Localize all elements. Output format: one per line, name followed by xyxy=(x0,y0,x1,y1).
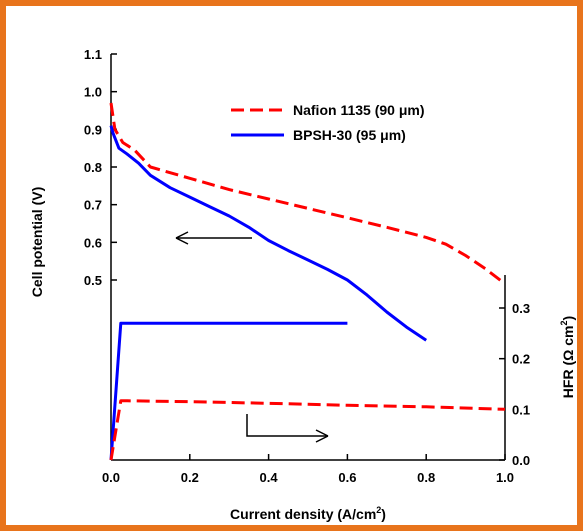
y2-tick-label: 0.2 xyxy=(512,352,530,367)
y-tick-label: 1.1 xyxy=(84,47,102,62)
x-ticks: 0.0 0.2 0.4 0.6 0.8 1.0 xyxy=(102,454,514,485)
y2-axis-title: HFR (Ω cm2) xyxy=(559,316,576,398)
series-line-bpsh-30-hfr xyxy=(109,321,348,461)
series-line-bpsh-30-95-m xyxy=(109,125,428,342)
y-tick-label: 0.9 xyxy=(84,122,102,137)
x-tick-label: 0.4 xyxy=(260,470,279,485)
legend-label-nafion: Nafion 1135 (90 μm) xyxy=(293,102,425,118)
y2-ticks: 0.0 0.1 0.2 0.3 xyxy=(499,301,530,468)
y-axis-title: Cell potential (V) xyxy=(29,187,45,297)
y-tick-label: 0.5 xyxy=(84,273,102,288)
y-tick-label: 0.8 xyxy=(84,160,102,175)
x-tick-label: 0.8 xyxy=(417,470,435,485)
x-tick-label: 1.0 xyxy=(496,470,514,485)
y-tick-label: 0.6 xyxy=(84,235,102,250)
y2-tick-label: 0.3 xyxy=(512,301,530,316)
legend: Nafion 1135 (90 μm) BPSH-30 (95 μm) xyxy=(231,102,425,143)
legend-label-bpsh: BPSH-30 (95 μm) xyxy=(293,127,406,143)
y2-tick-label: 0.0 xyxy=(512,453,530,468)
x-tick-label: 0.6 xyxy=(338,470,356,485)
left-axis-arrow xyxy=(175,231,252,245)
series-line-nafion-1135-hfr xyxy=(109,399,506,461)
x-tick-label: 0.2 xyxy=(181,470,199,485)
y-tick-label: 0.7 xyxy=(84,198,102,213)
x-axis-title: Current density (A/cm2) xyxy=(230,505,386,522)
series-layer xyxy=(109,102,506,461)
chart-svg: 0.0 0.2 0.4 0.6 0.8 1.0 0.5 0.6 0.7 0.8 0.9 1.0 1.1… xyxy=(29,47,576,522)
y2-tick-label: 0.1 xyxy=(512,402,530,417)
right-axis-arrow xyxy=(246,414,329,443)
x-tick-label: 0.0 xyxy=(102,470,120,485)
y-tick-label: 1.0 xyxy=(84,85,102,100)
series-line-nafion-1135-90-m xyxy=(109,102,506,285)
y-ticks: 0.5 0.6 0.7 0.8 0.9 1.0 1.1 xyxy=(84,47,117,288)
